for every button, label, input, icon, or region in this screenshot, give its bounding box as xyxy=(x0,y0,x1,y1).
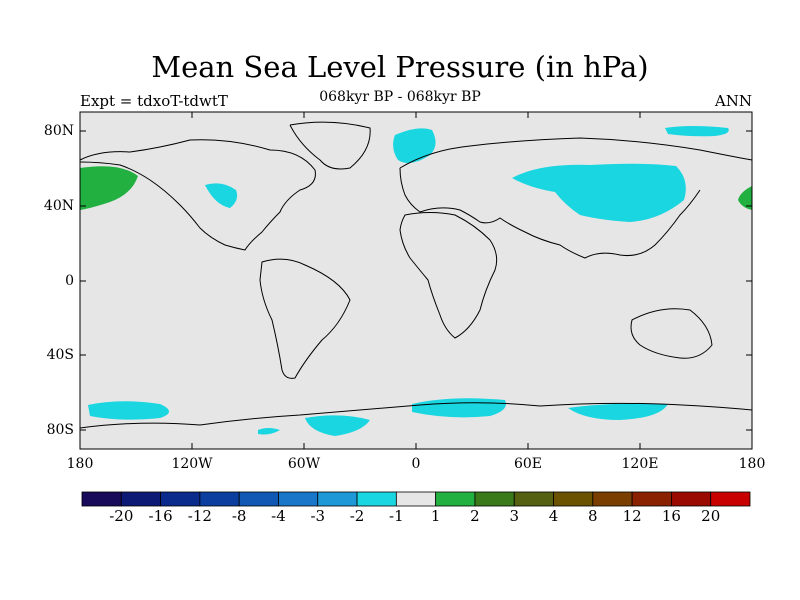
lon-label-60e: 60E xyxy=(513,456,543,472)
colorbar-label: -1 xyxy=(389,507,404,525)
plot-title: Mean Sea Level Pressure (in hPa) xyxy=(151,50,649,84)
colorbar xyxy=(81,491,751,507)
colorbar-box xyxy=(474,491,515,507)
australia-coast xyxy=(630,308,713,359)
lat-label-40s: 40S xyxy=(46,347,74,363)
eurasia-coast xyxy=(399,137,753,259)
lon-label-60w: 60W xyxy=(287,456,321,472)
map-background xyxy=(80,112,752,449)
colorbar-label: 2 xyxy=(470,507,480,525)
colorbar-label: -4 xyxy=(271,507,286,525)
eurasia-cyan-region xyxy=(512,163,686,222)
colorbar-box xyxy=(553,491,594,507)
lon-label-0: 0 xyxy=(411,456,421,472)
colorbar-box xyxy=(671,491,712,507)
colorbar-box xyxy=(513,491,554,507)
lat-label-80s: 80S xyxy=(46,422,74,438)
colorbar-label: 1 xyxy=(430,507,441,525)
colorbar-label: 3 xyxy=(509,507,519,525)
colorbar-label: 16 xyxy=(661,507,681,525)
lon-label-180e: 180 xyxy=(738,456,766,472)
colorbar-box xyxy=(81,491,122,507)
antarctica-coast xyxy=(79,402,753,429)
north-pacific-east-green-region xyxy=(738,186,752,210)
positive-anomaly-fills xyxy=(80,166,752,210)
colorbar-label: 12 xyxy=(622,507,642,525)
colorbar-box xyxy=(710,491,751,507)
south-atlantic-cyan-region xyxy=(305,415,370,436)
colorbar-label: 20 xyxy=(701,507,721,525)
lon-label-180w: 180 xyxy=(66,456,94,472)
north-atlantic-cyan-region xyxy=(393,128,436,164)
lat-label-40n: 40N xyxy=(43,198,74,214)
experiment-label: Expt = tdxoT-tdwtT xyxy=(80,92,228,110)
colorbar-box xyxy=(631,491,672,507)
lon-label-120e: 120E xyxy=(621,456,659,472)
colorbar-label: -12 xyxy=(187,507,212,525)
colorbar-box xyxy=(317,491,358,507)
north-pacific-west-green-region xyxy=(80,166,138,210)
north-america-cyan-region xyxy=(205,183,238,208)
colorbar-label: 8 xyxy=(588,507,598,525)
lat-label-80n: 80N xyxy=(43,123,74,139)
colorbar-box xyxy=(592,491,633,507)
antarctic-small-cyan-region xyxy=(258,428,280,435)
colorbar-label: -8 xyxy=(231,507,247,525)
colorbar-label: -20 xyxy=(109,507,134,525)
colorbar-label: -2 xyxy=(349,507,365,525)
colorbar-box xyxy=(199,491,240,507)
coastlines xyxy=(79,121,753,429)
greenland-coast xyxy=(289,121,371,170)
colorbar-box xyxy=(278,491,319,507)
colorbar-box xyxy=(238,491,279,507)
lon-label-120w: 120W xyxy=(171,456,213,472)
colorbar-box xyxy=(435,491,476,507)
colorbar-box xyxy=(120,491,161,507)
axis-ticks xyxy=(80,112,752,449)
arctic-cyan-region xyxy=(665,126,729,137)
lat-label-0: 0 xyxy=(65,273,74,289)
period-label: 068kyr BP - 068kyr BP xyxy=(319,89,481,105)
colorbar-label: -3 xyxy=(310,507,326,525)
south-america-coast xyxy=(259,258,351,379)
south-indian-cyan-region xyxy=(568,403,668,420)
season-label: ANN xyxy=(714,92,752,110)
africa-coast xyxy=(399,212,498,339)
colorbar-box xyxy=(395,491,437,507)
north-america-coast xyxy=(79,139,316,251)
colorbar-box xyxy=(160,491,201,507)
colorbar-label: 4 xyxy=(548,507,559,525)
colorbar-box xyxy=(356,491,397,507)
colorbar-label: -16 xyxy=(148,507,173,525)
pressure-anomaly-fills xyxy=(88,126,729,436)
south-pacific-cyan-region xyxy=(88,401,169,420)
